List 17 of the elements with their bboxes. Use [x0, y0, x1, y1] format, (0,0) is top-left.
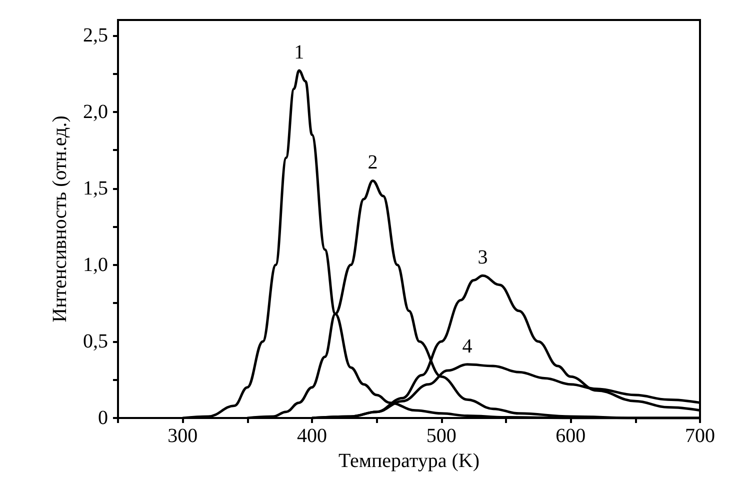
x-tick-label: 300 — [168, 425, 198, 447]
y-tick-label: 2,0 — [83, 100, 108, 123]
y-tick-label: 0,5 — [83, 330, 108, 352]
x-tick-label: 500 — [426, 425, 456, 447]
series-label: 4 — [462, 335, 472, 358]
x-axis-title: Температура (K) — [338, 450, 480, 472]
y-tick-label: 0 — [98, 407, 108, 429]
series-label: 2 — [368, 152, 378, 174]
x-tick-label: 400 — [297, 425, 327, 447]
x-tick-label: 600 — [556, 425, 586, 447]
y-axis-title: Интенсивность (отн.ед.) — [49, 116, 71, 322]
y-tick-label: 1,0 — [83, 254, 108, 276]
y-tick-label: 2,5 — [83, 24, 108, 46]
series-label: 3 — [478, 246, 488, 269]
series-label: 1 — [294, 42, 304, 64]
x-tick-label: 700 — [685, 425, 715, 447]
y-tick-label: 1,5 — [83, 177, 108, 200]
